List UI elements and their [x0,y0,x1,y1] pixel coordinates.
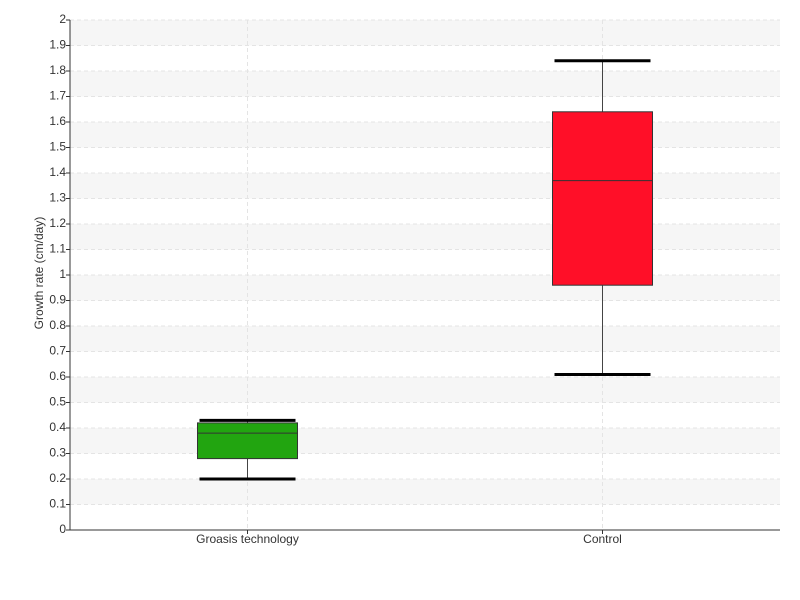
y-tick-label: 0.6 [49,369,66,383]
y-tick-label: 1.2 [49,216,66,230]
y-tick-label: 1.1 [49,242,66,256]
y-tick-label: 0.2 [49,471,66,485]
y-tick-label: 0.8 [49,318,66,332]
y-tick-label: 2 [59,12,66,26]
y-tick-label: 1.9 [49,38,66,52]
grid-band [70,377,780,403]
grid-band [70,20,780,46]
y-tick-label: 0.7 [49,344,66,358]
grid-band [70,122,780,148]
y-tick-label: 1.4 [49,165,66,179]
box [552,111,653,286]
y-axis-label: Growth rate (cm/day) [32,217,46,330]
grid-band [70,173,780,199]
y-tick-label: 1.7 [49,89,66,103]
x-tick-label: Groasis technology [196,532,299,546]
x-tick-label: Control [583,532,622,546]
y-tick-label: 0.9 [49,293,66,307]
grid-band [70,71,780,97]
y-tick-label: 1.5 [49,140,66,154]
grid-band [70,428,780,454]
y-tick-label: 1.8 [49,63,66,77]
y-tick-label: 1 [59,267,66,281]
grid-band [70,326,780,352]
y-tick-label: 0.3 [49,446,66,460]
y-tick-label: 0.4 [49,420,66,434]
grid-band [70,275,780,301]
box [197,422,298,460]
y-tick-label: 0 [59,522,66,536]
y-tick-label: 0.5 [49,395,66,409]
y-tick-label: 1.6 [49,114,66,128]
grid-band [70,224,780,250]
y-tick-label: 0.1 [49,497,66,511]
grid-band [70,479,780,505]
y-tick-label: 1.3 [49,191,66,205]
